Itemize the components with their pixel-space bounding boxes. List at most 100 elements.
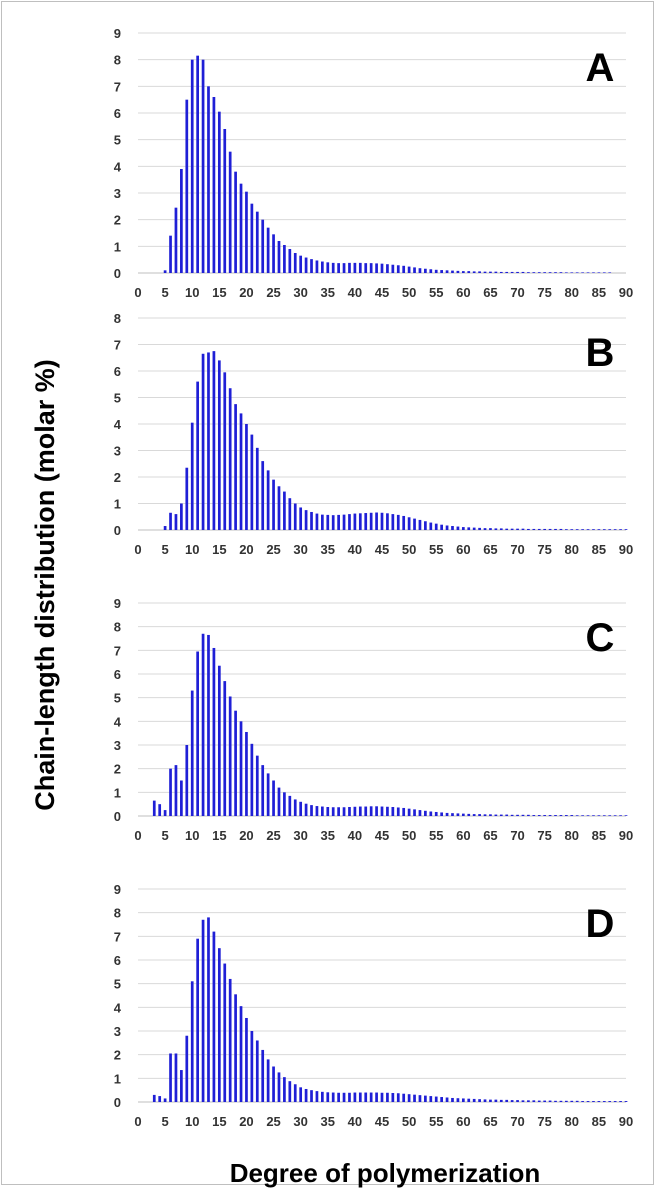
bar: [212, 351, 216, 530]
y-tick-label: 3: [114, 186, 121, 201]
bar: [337, 807, 340, 816]
x-tick-label: 80: [565, 828, 579, 843]
y-tick-label: 3: [114, 444, 121, 459]
bar: [548, 272, 552, 273]
bar: [402, 807, 406, 816]
bar: [299, 801, 303, 816]
x-tick-label: 55: [429, 1114, 443, 1129]
bar: [272, 479, 275, 530]
bar: [510, 814, 514, 816]
bar: [624, 1101, 628, 1102]
bar: [407, 517, 411, 530]
bar: [174, 765, 178, 816]
bar: [434, 523, 438, 530]
bar: [608, 815, 612, 816]
bar: [369, 512, 373, 530]
x-tick-label: 70: [510, 828, 524, 843]
x-tick-label: 35: [321, 828, 335, 843]
y-tick-label: 7: [114, 338, 121, 353]
bar: [537, 528, 541, 530]
bar: [380, 1092, 384, 1102]
bar: [527, 528, 530, 530]
bar: [348, 1092, 351, 1102]
x-tick-label: 15: [212, 1114, 226, 1129]
bar: [326, 807, 330, 816]
y-tick-label: 6: [114, 364, 121, 379]
bar: [266, 227, 270, 273]
bar: [510, 528, 514, 530]
y-tick-label: 6: [114, 953, 121, 968]
bar: [478, 814, 481, 816]
bar: [467, 527, 471, 530]
x-tick-label: 25: [266, 285, 280, 300]
bar: [321, 514, 324, 530]
bar: [321, 261, 324, 273]
bar: [418, 519, 422, 530]
bar: [152, 800, 156, 816]
bar: [283, 1077, 286, 1102]
bar: [223, 372, 227, 530]
y-tick-label: 5: [114, 391, 121, 406]
bar: [239, 721, 243, 816]
bar: [548, 815, 552, 816]
bar: [592, 1101, 595, 1102]
y-tick-label: 9: [114, 596, 121, 611]
bar: [451, 270, 454, 273]
bar: [310, 1090, 313, 1102]
bar: [424, 810, 427, 816]
bar: [283, 792, 286, 816]
bar: [163, 810, 167, 816]
bar: [472, 527, 476, 530]
bar: [505, 1099, 509, 1102]
x-tick-label: 0: [134, 542, 141, 557]
bar: [239, 413, 243, 530]
bar: [532, 272, 536, 273]
bar: [548, 1100, 552, 1102]
bar: [358, 262, 362, 273]
y-tick-label: 4: [114, 417, 122, 432]
bar: [212, 647, 216, 816]
bar: [440, 812, 443, 816]
bar: [315, 513, 319, 530]
bar: [483, 1099, 487, 1102]
bar: [499, 528, 503, 530]
bar: [391, 264, 395, 273]
y-tick-label: 5: [114, 977, 121, 992]
x-tick-label: 25: [266, 1114, 280, 1129]
bar: [310, 259, 313, 273]
bar: [207, 634, 210, 816]
bar: [152, 1094, 156, 1102]
x-tick-label: 30: [293, 542, 307, 557]
bar: [180, 503, 183, 530]
y-tick-label: 1: [114, 239, 121, 254]
bar: [299, 255, 303, 273]
bar: [272, 1066, 275, 1102]
bar: [499, 1099, 503, 1102]
y-tick-label: 2: [114, 1048, 121, 1063]
bar: [331, 262, 335, 273]
bar: [380, 806, 384, 816]
bar: [158, 804, 162, 816]
bar: [424, 1095, 427, 1102]
x-tick-label: 50: [402, 828, 416, 843]
x-tick-label: 45: [375, 1114, 389, 1129]
bar: [424, 521, 427, 530]
bar: [217, 665, 221, 816]
y-axis-label: Chain-length distribution (molar %): [30, 359, 60, 810]
bar: [581, 529, 584, 530]
bar: [364, 1092, 368, 1102]
bar: [602, 529, 606, 530]
x-tick-label: 45: [375, 285, 389, 300]
x-tick-label: 75: [537, 285, 551, 300]
bar: [396, 1093, 400, 1102]
bar: [402, 265, 406, 273]
bar: [434, 811, 438, 816]
y-tick-label: 4: [114, 1000, 122, 1015]
bar: [532, 815, 536, 816]
bar: [331, 807, 335, 816]
bar: [521, 528, 525, 530]
bar: [174, 207, 178, 273]
bar: [353, 513, 357, 530]
